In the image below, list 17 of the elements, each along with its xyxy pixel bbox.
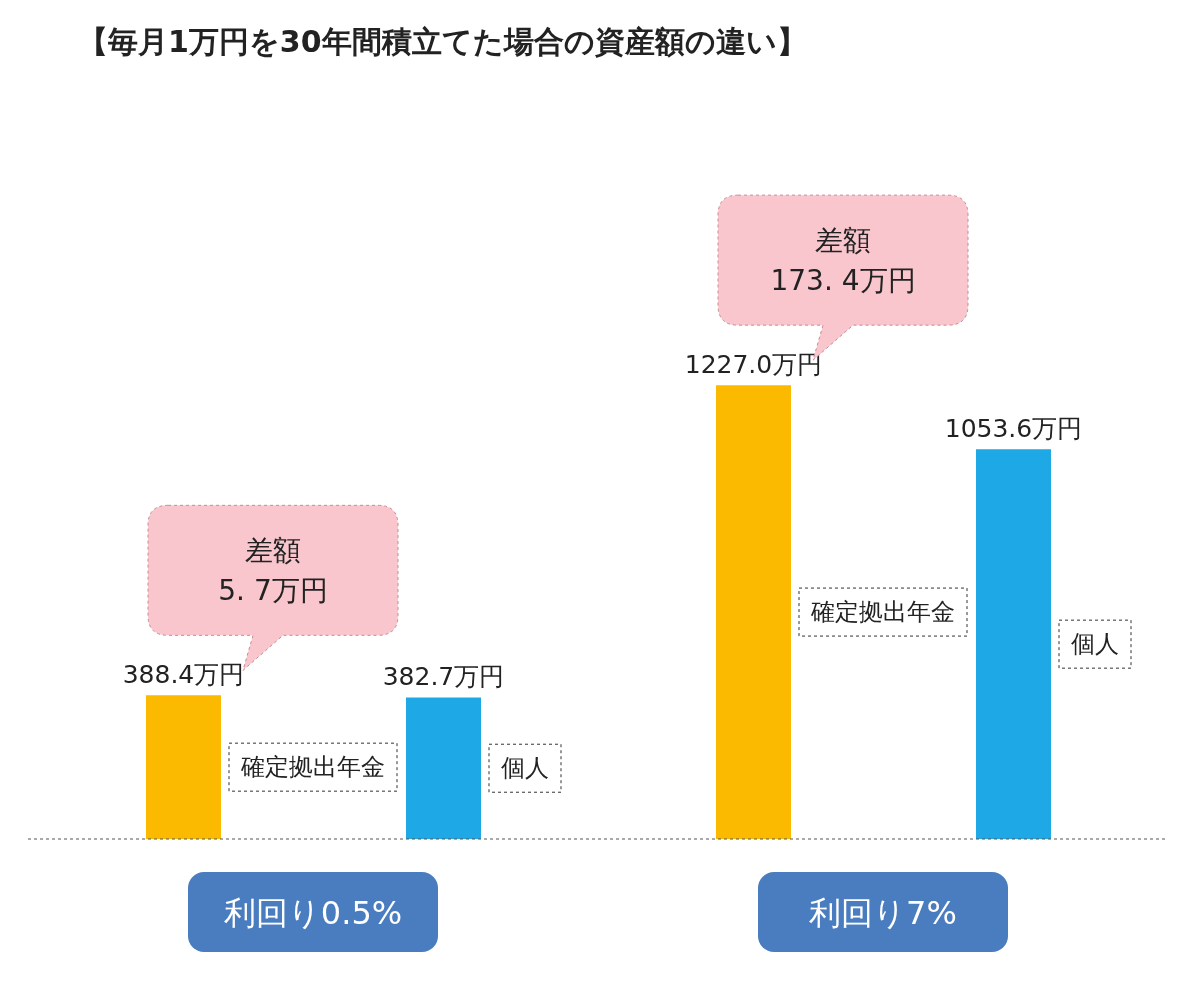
annotation: 差額 5. 7万円: [218, 534, 328, 608]
x-tick-label: 利回り7%: [809, 894, 957, 932]
text: 差額 173. 4万円: [770, 224, 916, 298]
bar: [976, 449, 1051, 839]
data-label: 1053.6万円: [944, 414, 1083, 444]
bar: [406, 697, 481, 839]
x-tick-label: 利回り0.5%: [223, 894, 403, 932]
data-label: 388.4万円: [122, 660, 245, 690]
data-label: 1227.0万円: [684, 350, 823, 380]
chart-title: 【毎月1万円を30年間積立てた場合の資産額の違い】: [77, 23, 808, 61]
text: 確定拠出年金: [811, 598, 955, 627]
series-label: 確定拠出年金: [240, 753, 385, 782]
bar: [146, 695, 221, 839]
bar: [716, 385, 791, 839]
data-label: 382.7万円: [382, 662, 505, 692]
text: 個人: [1071, 630, 1119, 659]
series-label: 個人: [501, 754, 549, 783]
